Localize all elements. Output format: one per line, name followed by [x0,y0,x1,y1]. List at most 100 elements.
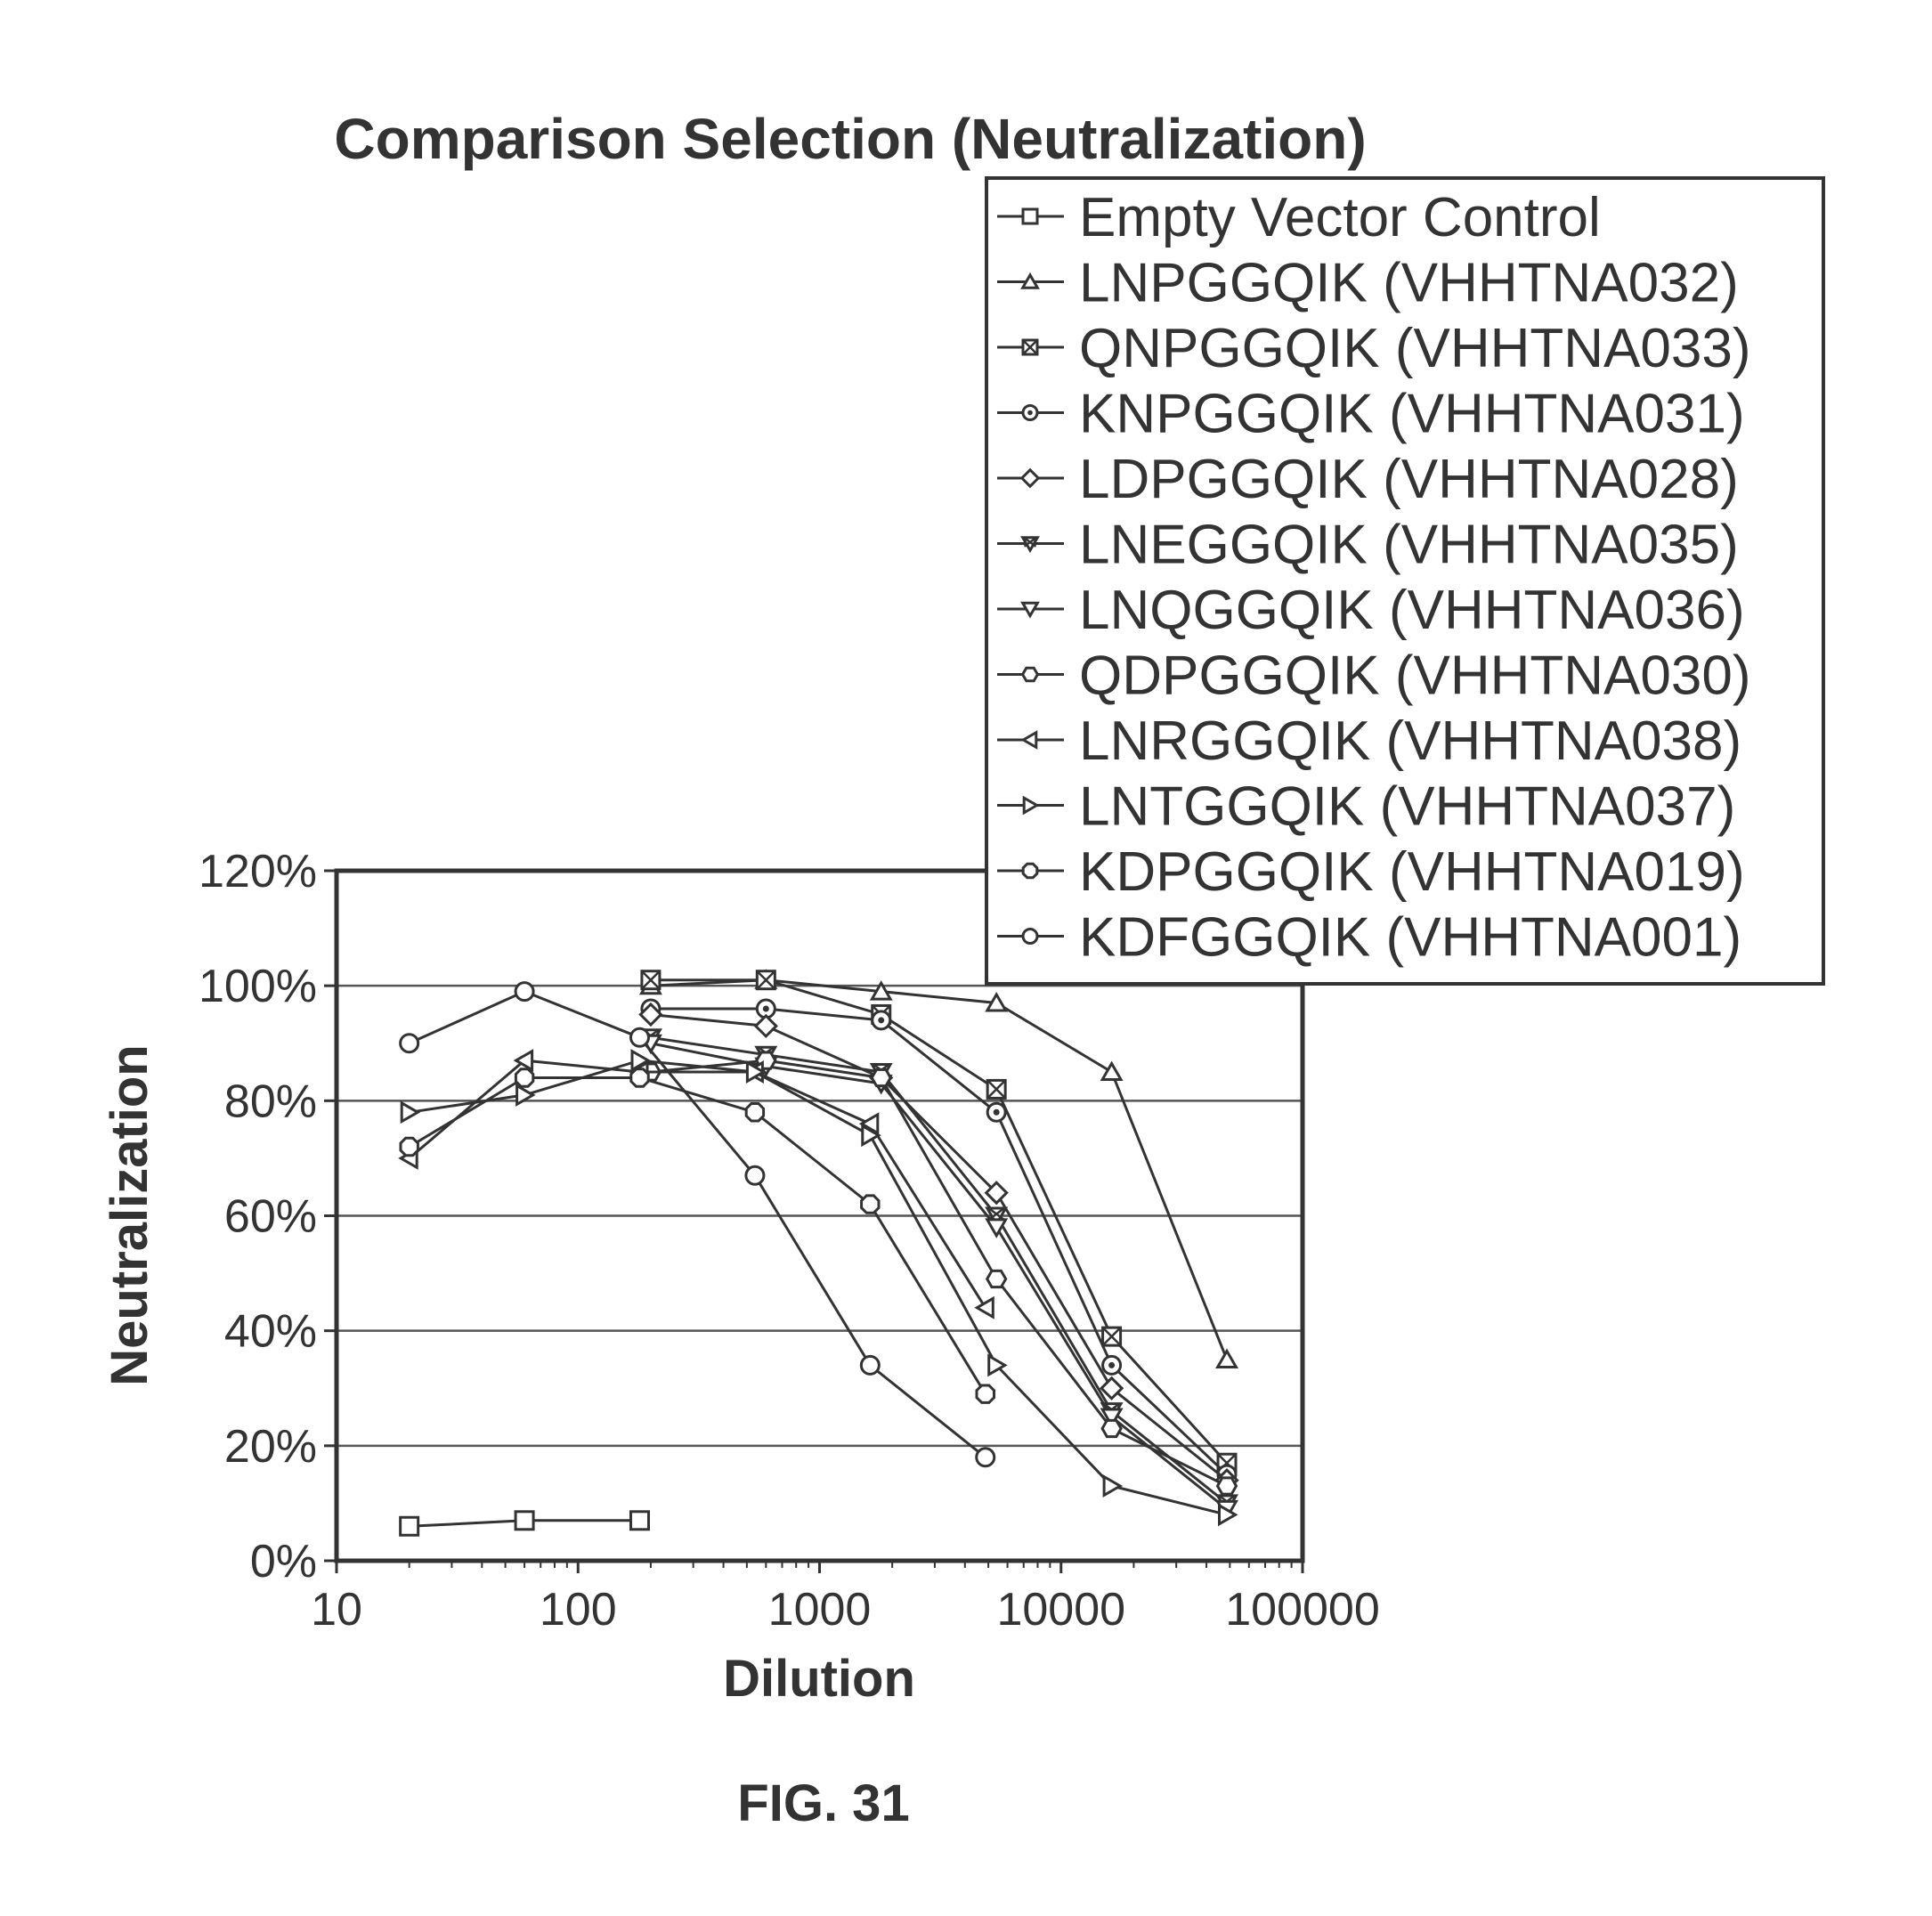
legend-marker [1019,467,1041,489]
data-point [975,1384,995,1404]
data-point [399,1515,420,1537]
legend-entry: QNPGGQIK (VHHTNA033) [1079,318,1750,379]
data-point-cross [988,1207,1004,1221]
data-point [753,1013,778,1039]
data-point [1102,1474,1124,1498]
series-line [408,1076,987,1395]
data-point [1100,1060,1124,1081]
series-1 [399,1510,650,1537]
series-11 [399,1068,995,1404]
series-6 [638,1028,1238,1514]
data-point [399,1033,420,1054]
data-point-dot [993,1108,1000,1116]
data-point-cross [756,970,776,990]
legend-entry: KDPGGQIK (VHHTNA019) [1079,841,1745,903]
series-line [409,1059,1228,1516]
legend-marker-cross [1022,339,1038,355]
series-line [650,1035,1228,1505]
data-point-dot [878,1017,885,1024]
data-point [869,980,893,1001]
data-point [1099,1376,1124,1400]
legend-entry: LNQGGQIK (VHHTNA036) [1079,580,1745,641]
legend-marker-cross [1023,537,1037,548]
data-point [629,1027,650,1048]
legend-entry: KDFGGQIK (VHHTNA001) [1079,907,1741,969]
legend-marker [1022,795,1040,816]
data-point-dot [762,1005,769,1012]
legend-marker [1021,207,1039,225]
y-tick-label: 60% [224,1191,317,1243]
series-9 [398,1049,994,1319]
data-point-cross [986,1079,1007,1100]
series-4 [640,998,1238,1485]
legend-marker [1020,730,1038,750]
data-point [985,1218,1009,1238]
series-line [650,1059,1228,1488]
legend-entry: LNEGGQIK (VHHTNA035) [1079,515,1739,576]
x-tick-label: 10000 [996,1584,1125,1636]
legend-entry: KNPGGQIK (VHHTNA031) [1079,384,1745,445]
data-point [745,1060,767,1084]
legend-entry: LNTGGQIK (VHHTNA037) [1079,776,1735,838]
data-point [985,1269,1008,1289]
y-tick-label: 100% [199,961,317,1012]
gridlines [337,984,1303,1448]
legend-entry: LNRGGQIK (VHHTNA038) [1079,710,1741,772]
legend-marker-dot [1027,410,1033,416]
data-point [975,1447,996,1468]
data-point [514,1068,535,1088]
series-line [650,978,1229,1360]
figure-label: FIG. 31 [737,1774,909,1832]
y-tick-label: 80% [224,1076,317,1127]
series-line [409,989,986,1458]
x-axis-ticks: 10 100 1000 10000 100000 [311,1561,1380,1636]
series-line [408,1059,987,1309]
legend-entry: LDPGGQIK (VHHTNA028) [1079,449,1739,510]
data-point [629,1068,650,1088]
x-tick-label: 100000 [1225,1584,1380,1636]
series-12 [399,981,996,1468]
y-tick-label: 120% [199,846,317,897]
series-line [650,978,1229,1465]
chart-title: Comparison Selection (Neutralization) [334,107,1366,171]
x-tick-label: 10 [311,1584,362,1636]
data-point [860,1194,881,1214]
data-point [399,1136,419,1157]
x-axis-title: Dilution [723,1650,915,1708]
data-point [861,1124,881,1148]
series-2 [638,969,1238,1368]
series-layer [398,969,1239,1537]
legend-marker [1020,601,1040,619]
legend-box [985,176,1825,986]
data-point [400,1100,421,1124]
data-point [630,1049,651,1073]
series-5 [638,1002,1239,1493]
data-point-cross [1101,1327,1122,1347]
series-8 [639,1051,1238,1496]
data-point [984,1181,1009,1206]
series-10 [400,1049,1238,1527]
data-point [629,1510,650,1531]
legend-marker [1021,928,1039,945]
data-point [744,1102,766,1123]
legend-entry: QDPGGQIK (VHHTNA030) [1079,645,1750,707]
series-line [650,1042,1228,1511]
data-point [987,1353,1008,1377]
data-point [514,1510,535,1531]
legend-marker [1021,862,1039,880]
data-point [858,1112,880,1136]
series-line [650,1013,1228,1482]
data-point [1215,1348,1238,1368]
data-point [870,1068,892,1088]
data-point [1218,1503,1238,1527]
legend-marker [1020,666,1040,683]
data-point [1215,1476,1238,1496]
data-point [513,1049,534,1073]
data-point-dot [1108,1361,1116,1368]
legend-entry: Empty Vector Control [1079,187,1601,248]
y-axis-ticks: 0% 20% 40% 60% 80% 100% 120% [199,846,337,1587]
y-tick-label: 40% [224,1306,317,1358]
data-point [974,1295,994,1319]
